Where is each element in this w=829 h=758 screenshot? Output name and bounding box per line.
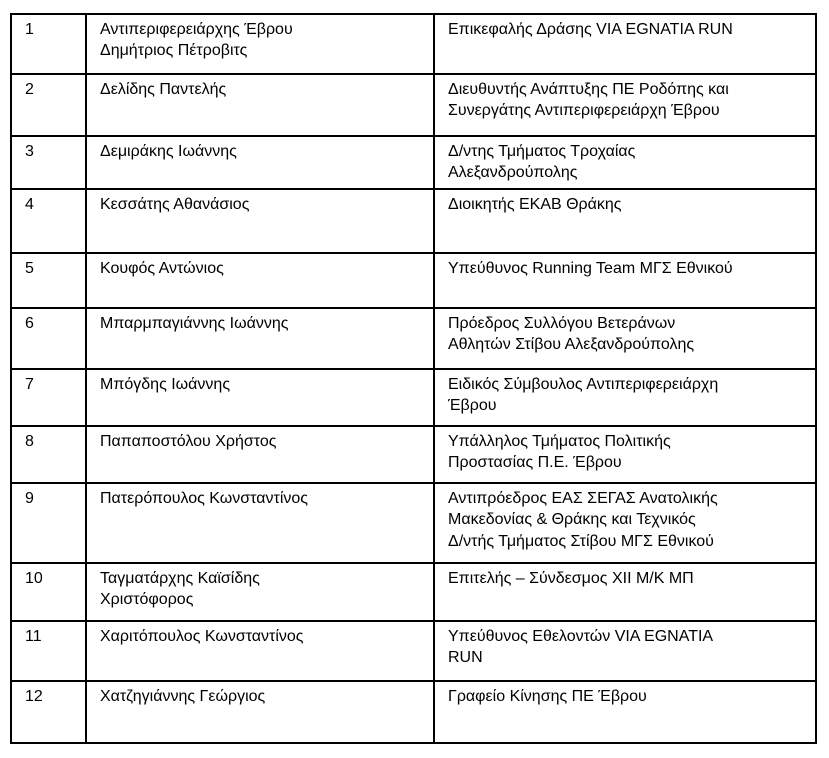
table-row: 12 Χατζηγιάννης Γεώργιος Γραφείο Κίνησης… xyxy=(10,680,817,744)
role-cell: Δ/ντης Τμήματος Τροχαίας Αλεξανδρούπολης xyxy=(433,135,817,190)
name-cell: Μπαρμπαγιάννης Ιωάννης xyxy=(85,307,435,370)
row-number-cell: 11 xyxy=(10,620,87,682)
table-row: 11 Χαριτόπουλος Κωνσταντίνος Υπεύθυνος Ε… xyxy=(10,620,817,682)
name-cell: Μπόγδης Ιωάννης xyxy=(85,368,435,427)
table-row: 4 Κεσσάτης Αθανάσιος Διοικητής ΕΚΑΒ Θράκ… xyxy=(10,188,817,254)
row-number-cell: 4 xyxy=(10,188,87,254)
role-cell: Επιτελής – Σύνδεσμος XII Μ/Κ ΜΠ xyxy=(433,562,817,622)
table-row: 8 Παπαποστόλου Χρήστος Υπάλληλος Τμήματο… xyxy=(10,425,817,484)
row-number-cell: 3 xyxy=(10,135,87,190)
row-number-cell: 10 xyxy=(10,562,87,622)
table-row: 6 Μπαρμπαγιάννης Ιωάννης Πρόεδρος Συλλόγ… xyxy=(10,307,817,370)
row-number-cell: 6 xyxy=(10,307,87,370)
table-row: 9 Πατερόπουλος Κωνσταντίνος Αντιπρόεδρος… xyxy=(10,482,817,564)
participants-table: 1 Αντιπεριφερειάρχης Έβρου Δημήτριος Πέτ… xyxy=(10,13,817,744)
name-cell: Χαριτόπουλος Κωνσταντίνος xyxy=(85,620,435,682)
table-row: 1 Αντιπεριφερειάρχης Έβρου Δημήτριος Πέτ… xyxy=(10,13,817,75)
table-row: 5 Κουφός Αντώνιος Υπεύθυνος Running Team… xyxy=(10,252,817,309)
role-cell: Επικεφαλής Δράσης VIA EGNATIA RUN xyxy=(433,13,817,75)
role-cell: Υπάλληλος Τμήματος Πολιτικής Προστασίας … xyxy=(433,425,817,484)
role-cell: Γραφείο Κίνησης ΠΕ Έβρου xyxy=(433,680,817,744)
row-number-cell: 5 xyxy=(10,252,87,309)
table-row: 3 Δεμιράκης Ιωάννης Δ/ντης Τμήματος Τροχ… xyxy=(10,135,817,190)
table-row: 2 Δελίδης Παντελής Διευθυντής Ανάπτυξης … xyxy=(10,73,817,137)
role-cell: Αντιπρόεδρος ΕΑΣ ΣΕΓΑΣ Ανατολικής Μακεδο… xyxy=(433,482,817,564)
name-cell: Χατζηγιάννης Γεώργιος xyxy=(85,680,435,744)
row-number-cell: 1 xyxy=(10,13,87,75)
name-cell: Παπαποστόλου Χρήστος xyxy=(85,425,435,484)
name-cell: Κουφός Αντώνιος xyxy=(85,252,435,309)
row-number-cell: 8 xyxy=(10,425,87,484)
name-cell: Πατερόπουλος Κωνσταντίνος xyxy=(85,482,435,564)
role-cell: Διοικητής ΕΚΑΒ Θράκης xyxy=(433,188,817,254)
table-row: 7 Μπόγδης Ιωάννης Ειδικός Σύμβουλος Αντι… xyxy=(10,368,817,427)
row-number-cell: 2 xyxy=(10,73,87,137)
role-cell: Ειδικός Σύμβουλος Αντιπεριφερειάρχη Έβρο… xyxy=(433,368,817,427)
name-cell: Αντιπεριφερειάρχης Έβρου Δημήτριος Πέτρο… xyxy=(85,13,435,75)
name-cell: Ταγματάρχης Καϊσίδης Χριστόφορος xyxy=(85,562,435,622)
name-cell: Δελίδης Παντελής xyxy=(85,73,435,137)
row-number-cell: 9 xyxy=(10,482,87,564)
name-cell: Δεμιράκης Ιωάννης xyxy=(85,135,435,190)
row-number-cell: 12 xyxy=(10,680,87,744)
role-cell: Υπεύθυνος Εθελοντών VIA EGNATIA RUN xyxy=(433,620,817,682)
role-cell: Υπεύθυνος Running Team ΜΓΣ Εθνικού xyxy=(433,252,817,309)
name-cell: Κεσσάτης Αθανάσιος xyxy=(85,188,435,254)
table-row: 10 Ταγματάρχης Καϊσίδης Χριστόφορος Επιτ… xyxy=(10,562,817,622)
role-cell: Πρόεδρος Συλλόγου Βετεράνων Αθλητών Στίβ… xyxy=(433,307,817,370)
row-number-cell: 7 xyxy=(10,368,87,427)
role-cell: Διευθυντής Ανάπτυξης ΠΕ Ροδόπης και Συνε… xyxy=(433,73,817,137)
